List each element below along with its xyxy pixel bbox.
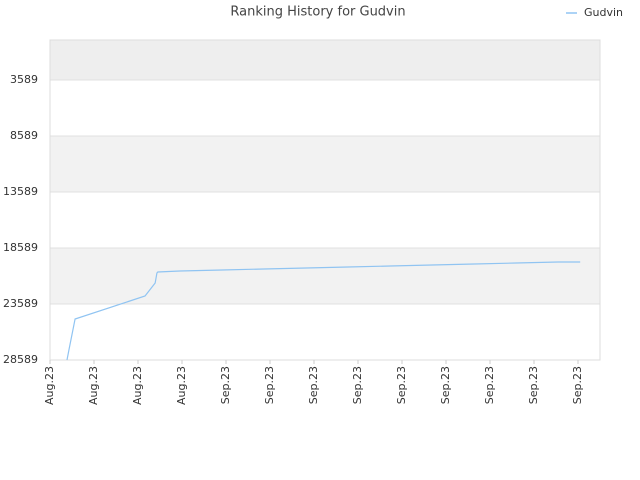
y-tick-label: 13589 [3, 185, 38, 198]
chart-title: Ranking History for Gudvin [230, 5, 405, 20]
y-tick-label: 8589 [10, 129, 38, 142]
x-tick-label: Aug.23 [175, 366, 188, 405]
legend-label: Gudvin [584, 6, 623, 19]
x-tick-label: Sep.23 [527, 366, 540, 404]
x-tick-label: Aug.23 [87, 366, 100, 405]
x-tick-label: Aug.23 [43, 366, 56, 405]
y-tick-label: 18589 [3, 241, 38, 254]
x-tick-label: Sep.23 [395, 366, 408, 404]
y-tick-label: 28589 [3, 353, 38, 366]
x-tick-label: Sep.23 [263, 366, 276, 404]
plot-band [50, 40, 600, 80]
data-line [66, 261, 581, 361]
x-tick-label: Sep.23 [571, 366, 584, 404]
x-tick-label: Sep.23 [439, 366, 452, 404]
y-tick-label: 3589 [10, 73, 38, 86]
y-tick-label: 23589 [3, 297, 38, 310]
x-tick-label: Sep.23 [351, 366, 364, 404]
x-tick-label: Sep.23 [483, 366, 496, 404]
plot-band [50, 135, 600, 192]
plot-border [49, 39, 601, 361]
plot-band [50, 247, 600, 304]
x-tick-label: Sep.23 [219, 366, 232, 404]
x-tick-label: Sep.23 [307, 366, 320, 404]
x-tick-label: Aug.23 [131, 366, 144, 405]
